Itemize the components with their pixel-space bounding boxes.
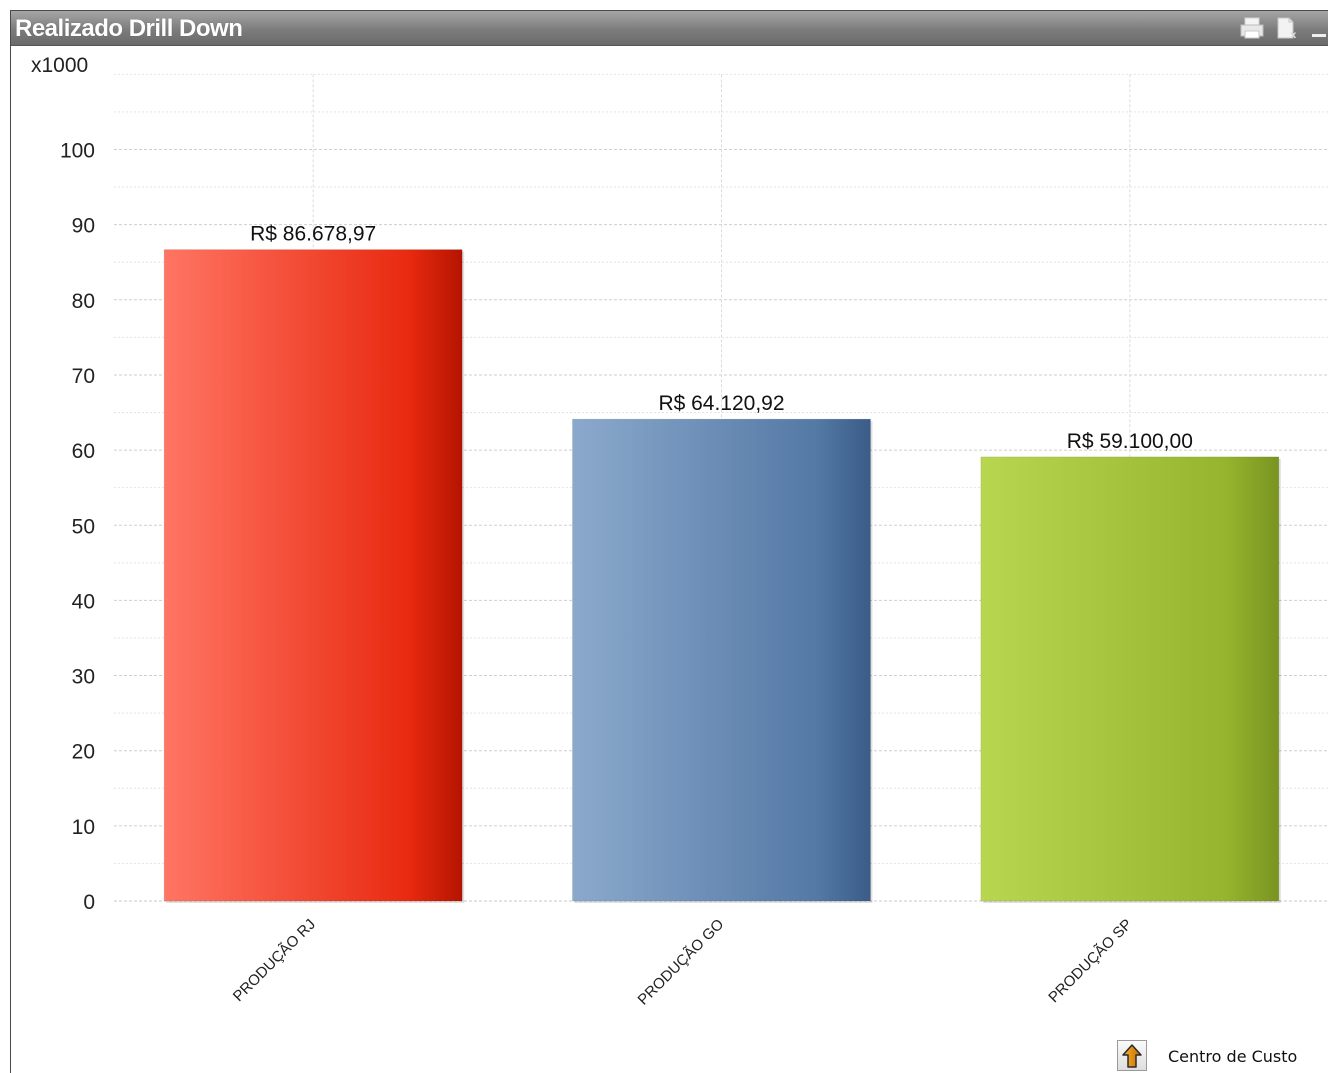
y-tick-label: 50 xyxy=(72,515,95,538)
drill-up-button[interactable] xyxy=(1117,1040,1147,1071)
x-category-label[interactable]: PRODUÇÃO RJ xyxy=(230,916,319,1005)
window-titlebar[interactable]: Realizado Drill Down x xyxy=(11,11,1328,46)
y-tick-label: 80 xyxy=(72,290,95,313)
minimize-icon[interactable] xyxy=(1309,17,1328,39)
y-tick-label: 10 xyxy=(72,816,95,839)
export-excel-icon[interactable]: x xyxy=(1275,17,1301,41)
bar-value-label: R$ 64.120,92 xyxy=(658,392,784,415)
x-category-label[interactable]: PRODUÇÃO GO xyxy=(635,916,728,1009)
print-icon[interactable] xyxy=(1239,17,1265,39)
value-labels: R$ 86.678,97 R$ 64.120,92 R$ 59.100,00 xyxy=(250,223,1193,453)
y-tick-label: 40 xyxy=(72,590,95,613)
svg-text:x: x xyxy=(1290,30,1297,39)
y-tick-label: 90 xyxy=(72,215,95,238)
y-tick-label: 100 xyxy=(60,140,95,163)
bars xyxy=(163,249,1281,903)
y-tick-label: 60 xyxy=(72,440,95,463)
chart-window: Realizado Drill Down x x1000 0 10 20 30 40 50… xyxy=(10,10,1328,1073)
y-tick-label: 70 xyxy=(72,365,95,388)
bar-produ-o-rj[interactable] xyxy=(163,249,463,902)
bar-produ-o-sp[interactable] xyxy=(980,456,1280,902)
y-tick-label: 30 xyxy=(72,666,95,689)
y-axis-ticks: 0 10 20 30 40 50 60 70 80 90 100 xyxy=(60,140,95,915)
y-tick-label: 0 xyxy=(83,891,95,914)
y-tick-label: 20 xyxy=(72,741,95,764)
bar-value-label: R$ 86.678,97 xyxy=(250,223,376,246)
drill-up-arrow-icon xyxy=(1122,1044,1142,1068)
bar-chart: x1000 0 10 20 30 40 50 60 70 80 90 100 R$ 86.678,9… xyxy=(31,54,1328,1009)
y-axis-multiplier-label: x1000 xyxy=(31,54,88,77)
bar-produ-o-go[interactable] xyxy=(572,418,871,902)
drill-dimension-label: Centro de Custo xyxy=(1168,1047,1298,1066)
x-category-label[interactable]: PRODUÇÃO SP xyxy=(1045,916,1135,1006)
window-title: Realizado Drill Down xyxy=(15,15,243,42)
x-axis-labels: PRODUÇÃO RJ PRODUÇÃO GO PRODUÇÃO SP xyxy=(230,916,1136,1009)
bar-value-label: R$ 59.100,00 xyxy=(1067,430,1193,453)
